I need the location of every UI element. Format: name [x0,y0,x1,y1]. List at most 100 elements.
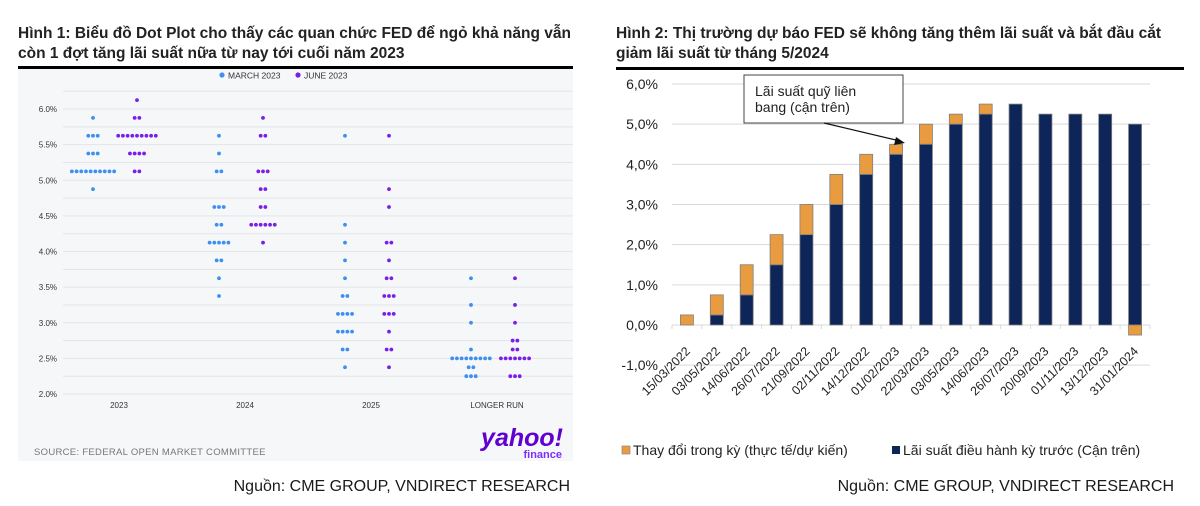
bar-base [1098,113,1113,326]
bar-base [829,204,844,326]
dot [469,303,473,307]
y-tick-label: 0,0% [626,317,658,333]
dot [137,116,142,120]
dot [387,187,391,192]
dot [256,169,261,174]
dot [345,329,350,334]
annotation-box [743,74,904,124]
bar-change [799,204,814,236]
dot [91,116,95,120]
dot [91,133,95,138]
dot [513,303,517,307]
y-tick-label: 5,0% [626,116,658,132]
dot [384,240,389,245]
dot [391,311,396,316]
bar-base [948,123,963,326]
dot [391,294,396,298]
dot [466,365,471,370]
dot [139,133,144,138]
bar-change [978,103,993,115]
dot [226,240,231,245]
y-tick-label: 4.0% [39,248,57,257]
dot [125,133,130,138]
annotation-arrowhead [894,137,905,145]
bar-base [1068,113,1083,326]
bar-base [859,173,874,326]
yahoo-finance-logo: finance [523,449,562,461]
figure-2-title: Hình 2: Thị trường dự báo FED sẽ không t… [616,25,1162,62]
dot [142,151,146,156]
bar-change [709,294,724,316]
bar-base [889,153,903,326]
dot [132,151,137,156]
dot [510,347,515,352]
bar-change [680,314,694,326]
dot [128,151,132,156]
dot [469,356,473,361]
dot [517,374,522,379]
dot [261,169,265,174]
dot [116,133,121,138]
annotation-line-1: Lãi suất quỹ liên [755,83,856,99]
dot [258,205,263,209]
dot [214,258,219,263]
legend-label-base: Lãi suất điều hành kỳ trước (Cận trên) [903,442,1140,458]
dot [214,169,219,174]
dot [121,133,125,138]
dot [350,311,354,316]
dot [483,356,487,361]
legend-label-change: Thay đổi trong kỳ (thực tế/dự kiến) [633,442,848,458]
bar-base [739,294,754,326]
x-axis: 2023 2024 2025 LONGER RUN [110,401,524,410]
dot [112,169,117,174]
dot [387,205,391,209]
dot [499,356,503,361]
dot [389,276,394,281]
figure-2-source: Nguồn: CME GROUP, VNDIRECT RESEARCH [837,478,1174,495]
dot [345,311,350,316]
dot [212,240,217,245]
y-tick-label: 5.5% [39,141,57,150]
bar-base [1038,113,1053,326]
dot [137,169,142,174]
stacked-bar-chart: -1,0%0,0%1,0%2,0%3,0%4,0%5,0%6,0%15/03/2… [621,74,1151,458]
series-march-2023 [69,116,492,379]
dot [384,347,389,352]
chart-source-note: SOURCE: FEDERAL OPEN MARKET COMMITTEE [34,447,266,458]
legend-marker [219,72,225,78]
x-tick-label: LONGER RUN [470,401,524,410]
y-tick-label: 2.0% [39,390,57,399]
dot [345,347,350,352]
dot [343,258,347,263]
dot [389,347,394,352]
y-tick-label: 6.0% [39,105,57,114]
dot [343,276,347,281]
dot [137,151,142,156]
x-tick-label: 2025 [362,401,380,410]
dot [387,365,391,370]
annotation-line-2: bang (cận trên) [755,99,850,115]
dot [79,169,84,174]
figure-2-title-rule [616,67,1184,70]
bar-change [769,234,784,266]
dot [340,329,345,334]
dot [478,356,483,361]
dot [459,356,464,361]
dot [88,169,93,174]
dot [450,356,455,361]
legend-swatch-change [621,445,631,455]
dot [387,294,391,298]
bar-change [889,143,903,155]
bar-base [919,143,933,326]
dot [382,311,387,316]
x-tick-label: 2023 [110,401,128,410]
dot [217,133,221,138]
dot [98,169,102,174]
legend: MARCH 2023 JUNE 2023 [219,71,348,81]
dot [86,151,91,156]
dot [510,338,515,343]
dot [69,169,74,174]
dot [221,240,226,245]
dot [527,356,531,361]
